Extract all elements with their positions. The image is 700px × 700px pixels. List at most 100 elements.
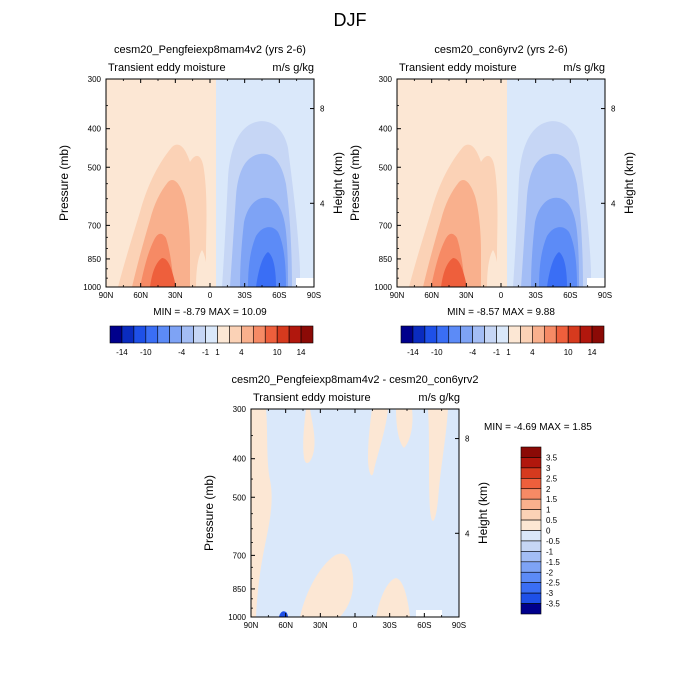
min-max-stats: MIN = -8.79 MAX = 10.09 bbox=[153, 307, 267, 318]
min-max-stats: MIN = -4.69 MAX = 1.85 bbox=[484, 422, 592, 433]
x-tick-label: 90S bbox=[598, 291, 612, 300]
colorbar-label: 10 bbox=[273, 348, 282, 357]
colorbar-label: -1 bbox=[202, 348, 210, 357]
colorbar-label: -2 bbox=[546, 568, 554, 577]
panel-difference: cesm20_Pengfeiexp8mam4v2 - cesm20_con6yr… bbox=[202, 374, 592, 630]
colorbar-label: -10 bbox=[431, 348, 443, 357]
panel-left-subtitle: Transient eddy moisture bbox=[108, 62, 226, 74]
colorbar-label: -1 bbox=[493, 348, 501, 357]
negative-background-region bbox=[251, 409, 459, 617]
colorbar-label: 4 bbox=[239, 348, 244, 357]
x-tick-label: 90N bbox=[390, 291, 405, 300]
y-tick-label: 400 bbox=[233, 455, 247, 464]
x-tick-label: 60N bbox=[278, 621, 293, 630]
panel-right-subtitle: m/s g/kg bbox=[563, 62, 605, 74]
x-tick-label: 30S bbox=[529, 291, 543, 300]
positive-patch-south bbox=[396, 409, 413, 448]
colorbar-label: 3 bbox=[546, 464, 551, 473]
y-tick-label: 400 bbox=[88, 125, 102, 134]
colorbar-box bbox=[520, 592, 542, 604]
colorbar-box bbox=[181, 325, 194, 344]
positive-patch-tropics bbox=[368, 409, 388, 476]
colorbar-box bbox=[555, 325, 569, 344]
min-max-stats: MIN = -8.57 MAX = 9.88 bbox=[447, 307, 555, 318]
colorbar-box bbox=[300, 325, 314, 344]
colorbar-box bbox=[109, 325, 123, 344]
y-tick-label: 1000 bbox=[228, 613, 246, 622]
colorbar-box bbox=[193, 325, 206, 344]
y-axis-title: Pressure (mb) bbox=[202, 475, 216, 551]
positive-patch-upper bbox=[303, 409, 315, 464]
y-axis-right-title: Height (km) bbox=[331, 152, 345, 214]
colorbar-box bbox=[496, 325, 509, 344]
panel-title: cesm20_Pengfeiexp8mam4v2 - cesm20_con6yr… bbox=[231, 374, 478, 386]
y-tick-label: 850 bbox=[88, 255, 102, 264]
colorbar-label: 4 bbox=[530, 348, 535, 357]
colorbar-box bbox=[252, 325, 266, 344]
colorbar-label: -4 bbox=[178, 348, 186, 357]
panel-left-subtitle: Transient eddy moisture bbox=[399, 62, 517, 74]
colorbar-box bbox=[424, 325, 438, 344]
figure-title: DJF bbox=[334, 10, 367, 30]
colorbar-box bbox=[264, 325, 278, 344]
colorbar-box bbox=[520, 509, 542, 521]
missing-data-patch bbox=[296, 278, 314, 287]
missing-data-patch bbox=[587, 278, 605, 287]
colorbar-label: -2.5 bbox=[546, 579, 560, 588]
colorbar-label: -3 bbox=[546, 589, 554, 598]
y-tick-label: 500 bbox=[88, 163, 102, 172]
y-tick-label: 1000 bbox=[83, 283, 101, 292]
positive-contour-4 bbox=[150, 258, 176, 287]
colorbar-label: 1 bbox=[215, 348, 220, 357]
y-tick-label: 1000 bbox=[374, 283, 392, 292]
colorbar-label: 0 bbox=[546, 527, 551, 536]
panel-title: cesm20_Pengfeiexp8mam4v2 (yrs 2-6) bbox=[114, 44, 306, 56]
colorbar-box bbox=[520, 530, 542, 542]
colorbar-box bbox=[121, 325, 135, 344]
colorbar-box bbox=[520, 325, 533, 344]
colorbar-box bbox=[145, 325, 159, 344]
x-tick-label: 30N bbox=[313, 621, 328, 630]
positive-patch-lower bbox=[300, 553, 354, 617]
height-tick-label: 4 bbox=[465, 529, 470, 538]
colorbar-box bbox=[520, 561, 542, 573]
colorbar-label: -14 bbox=[407, 348, 419, 357]
colorbar-box bbox=[520, 457, 542, 469]
colorbar-box bbox=[543, 325, 557, 344]
colorbar-box bbox=[591, 325, 605, 344]
y-tick-label: 850 bbox=[233, 585, 247, 594]
x-tick-label: 30N bbox=[459, 291, 474, 300]
x-tick-label: 90S bbox=[307, 291, 321, 300]
y-tick-label: 300 bbox=[88, 75, 102, 84]
colorbar-label: -14 bbox=[116, 348, 128, 357]
equator-light-tongue bbox=[196, 250, 208, 287]
panel-left-subtitle: Transient eddy moisture bbox=[253, 392, 371, 404]
colorbar-box bbox=[520, 446, 542, 458]
height-tick-label: 8 bbox=[320, 105, 325, 114]
y-axis-right-title: Height (km) bbox=[622, 152, 636, 214]
colorbar: -14 -10 -4 -1 1 4 10 14 bbox=[109, 325, 314, 357]
colorbar-box bbox=[520, 488, 542, 500]
colorbar-label: 1 bbox=[506, 348, 511, 357]
colorbar-box bbox=[520, 582, 542, 594]
colorbar-label: -0.5 bbox=[546, 537, 560, 546]
colorbar-box bbox=[520, 478, 542, 490]
panel-control: cesm20_con6yrv2 (yrs 2-6) Transient eddy… bbox=[348, 44, 636, 357]
colorbar-box bbox=[520, 571, 542, 583]
colorbar-box bbox=[133, 325, 147, 344]
colorbar-box bbox=[520, 551, 542, 563]
colorbar-label: 1.5 bbox=[546, 495, 558, 504]
missing-data-patch bbox=[416, 610, 442, 617]
x-tick-label: 30S bbox=[238, 291, 252, 300]
negative-contour-5 bbox=[256, 252, 276, 287]
x-tick-label: 60S bbox=[417, 621, 431, 630]
colorbar-box bbox=[484, 325, 497, 344]
colorbar-box bbox=[520, 467, 542, 479]
x-tick-label: 60S bbox=[272, 291, 286, 300]
colorbar-label: 2.5 bbox=[546, 474, 558, 483]
y-tick-label: 700 bbox=[233, 551, 247, 560]
colorbar-label: 3.5 bbox=[546, 453, 558, 462]
